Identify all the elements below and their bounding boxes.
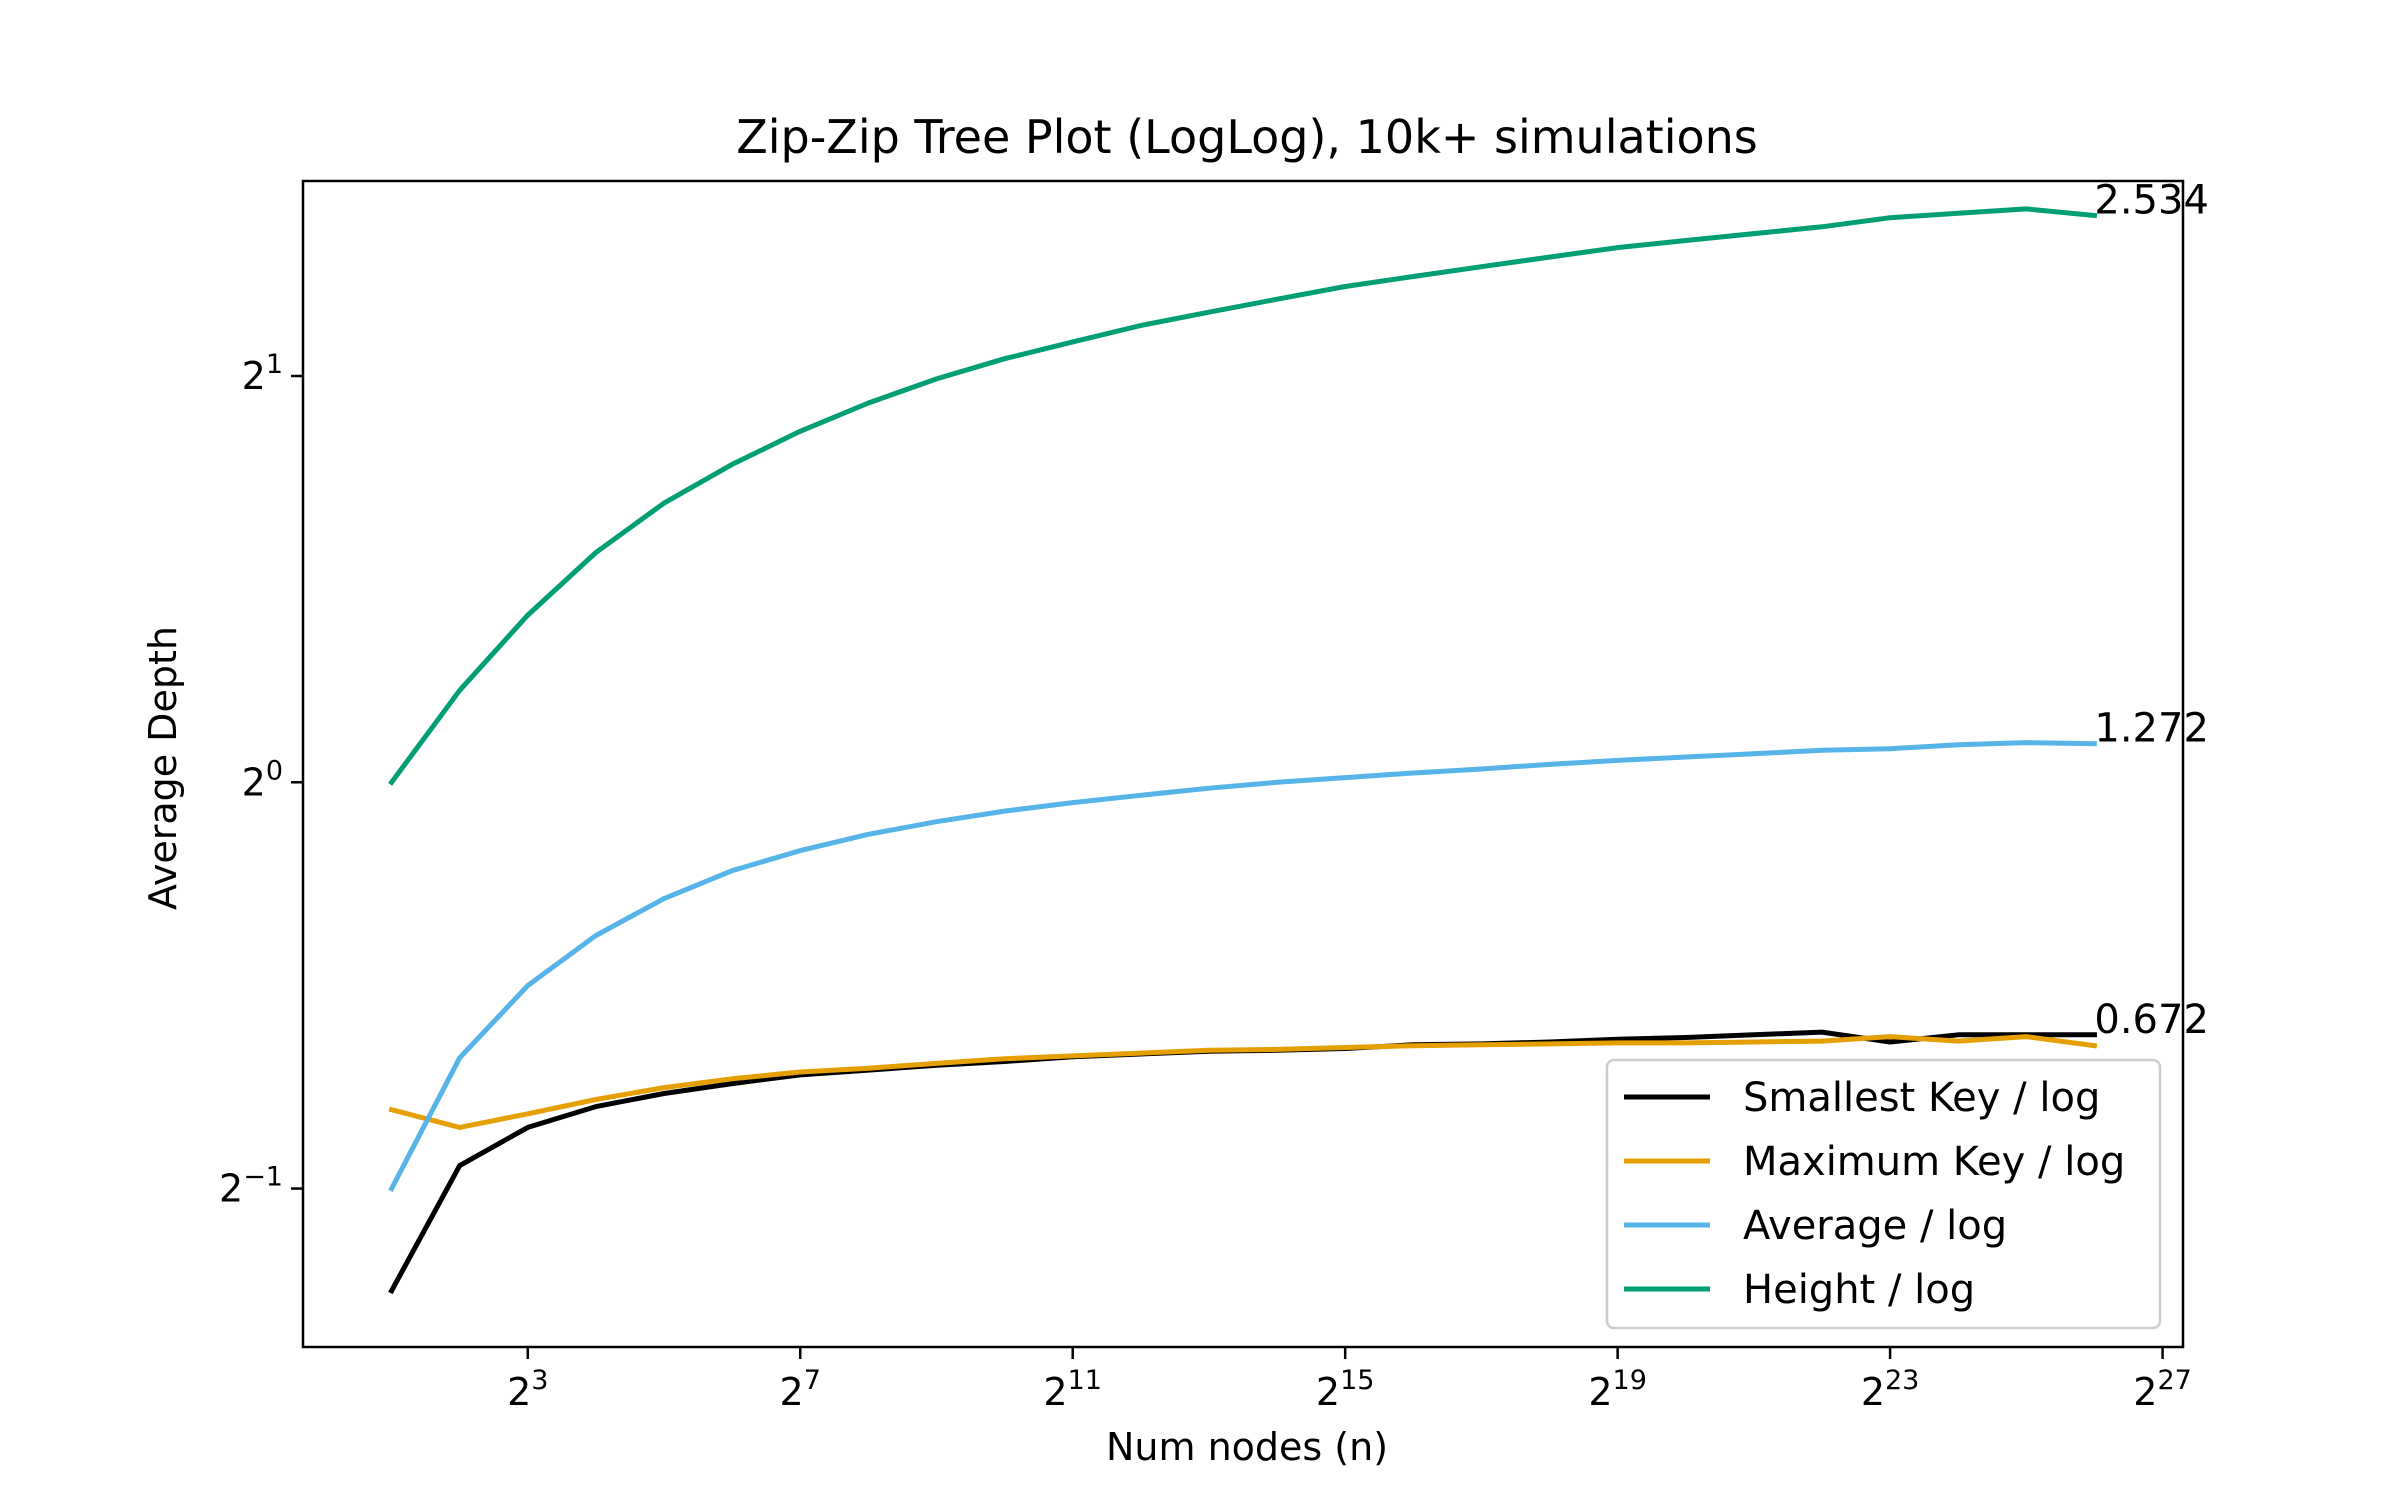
x-ticks: 23 27 211 215 219 223 227 — [507, 1347, 2192, 1414]
x-tick-label-5: 223 — [1861, 1365, 1920, 1414]
end-label-layer: 2.534 1.272 0.672 — [2094, 178, 2209, 1043]
x-tick-label-6: 227 — [2133, 1365, 2192, 1414]
end-label-2: 0.672 — [2094, 997, 2209, 1043]
legend-label-3: Height / log — [1743, 1267, 1975, 1313]
legend-box — [1605, 1058, 2162, 1330]
series-line-3 — [388, 206, 2098, 786]
legend-label-2: Average / log — [1743, 1203, 2007, 1249]
series-line-2 — [388, 740, 2097, 1192]
end-label-1: 1.272 — [2094, 706, 2209, 752]
x-tick-label-2: 211 — [1043, 1365, 1102, 1414]
plot-frame — [301, 179, 2185, 1349]
legend-label-1: Maximum Key / log — [1743, 1139, 2125, 1185]
series-layer — [388, 206, 2098, 1295]
chart-title: Zip-Zip Tree Plot (LogLog), 10k+ simulat… — [736, 110, 1758, 164]
x-tick-label-0: 23 — [507, 1365, 548, 1414]
legend-label-0: Smallest Key / log — [1743, 1075, 2100, 1121]
y-axis-label: Average Depth — [141, 626, 185, 910]
y-tick-label-1: 20 — [242, 755, 283, 804]
x-tick-label-4: 219 — [1588, 1365, 1647, 1414]
x-tick-label-3: 215 — [1316, 1365, 1375, 1414]
y-tick-label-2: 21 — [242, 349, 283, 398]
series-line-1 — [388, 1034, 2098, 1130]
end-label-0: 2.534 — [2094, 178, 2209, 224]
legend: Smallest Key / log Maximum Key / log Avera… — [1605, 1058, 2162, 1330]
x-axis-label: Num nodes (n) — [1106, 1425, 1388, 1469]
y-tick-label-0: 2−1 — [219, 1162, 283, 1211]
x-tick-label-1: 27 — [780, 1365, 821, 1414]
y-ticks: 2−1 20 21 — [219, 349, 303, 1211]
